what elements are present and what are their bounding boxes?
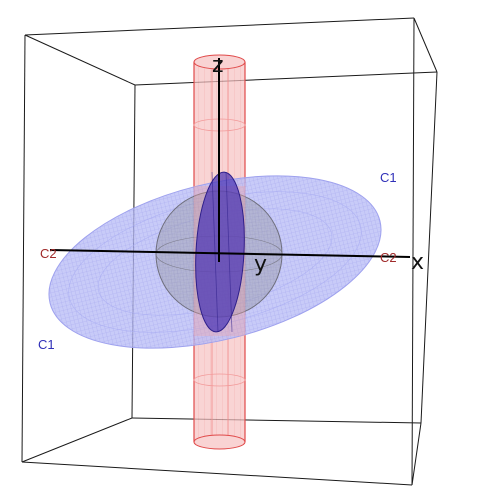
z-axis-label: z — [212, 53, 224, 78]
bounding-box-front — [21, 17, 438, 486]
c1-label-bottom-left: C1 — [38, 337, 55, 352]
x-axis-line — [49, 249, 411, 258]
c1-label-top-right: C1 — [380, 170, 397, 185]
x-axis-label: x — [411, 250, 424, 275]
c2-label-left: C2 — [40, 246, 57, 261]
bounding-box-back — [131, 71, 438, 424]
axes — [49, 58, 411, 262]
c2-label-right: C2 — [380, 250, 397, 265]
y-axis-label: y — [254, 252, 267, 277]
